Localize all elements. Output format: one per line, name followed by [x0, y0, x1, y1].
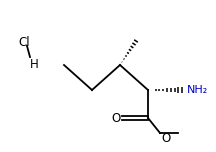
Text: Cl: Cl	[18, 36, 30, 48]
Text: O: O	[111, 112, 121, 124]
Text: O: O	[161, 131, 170, 145]
Text: NH₂: NH₂	[187, 85, 208, 95]
Text: H: H	[30, 57, 39, 71]
